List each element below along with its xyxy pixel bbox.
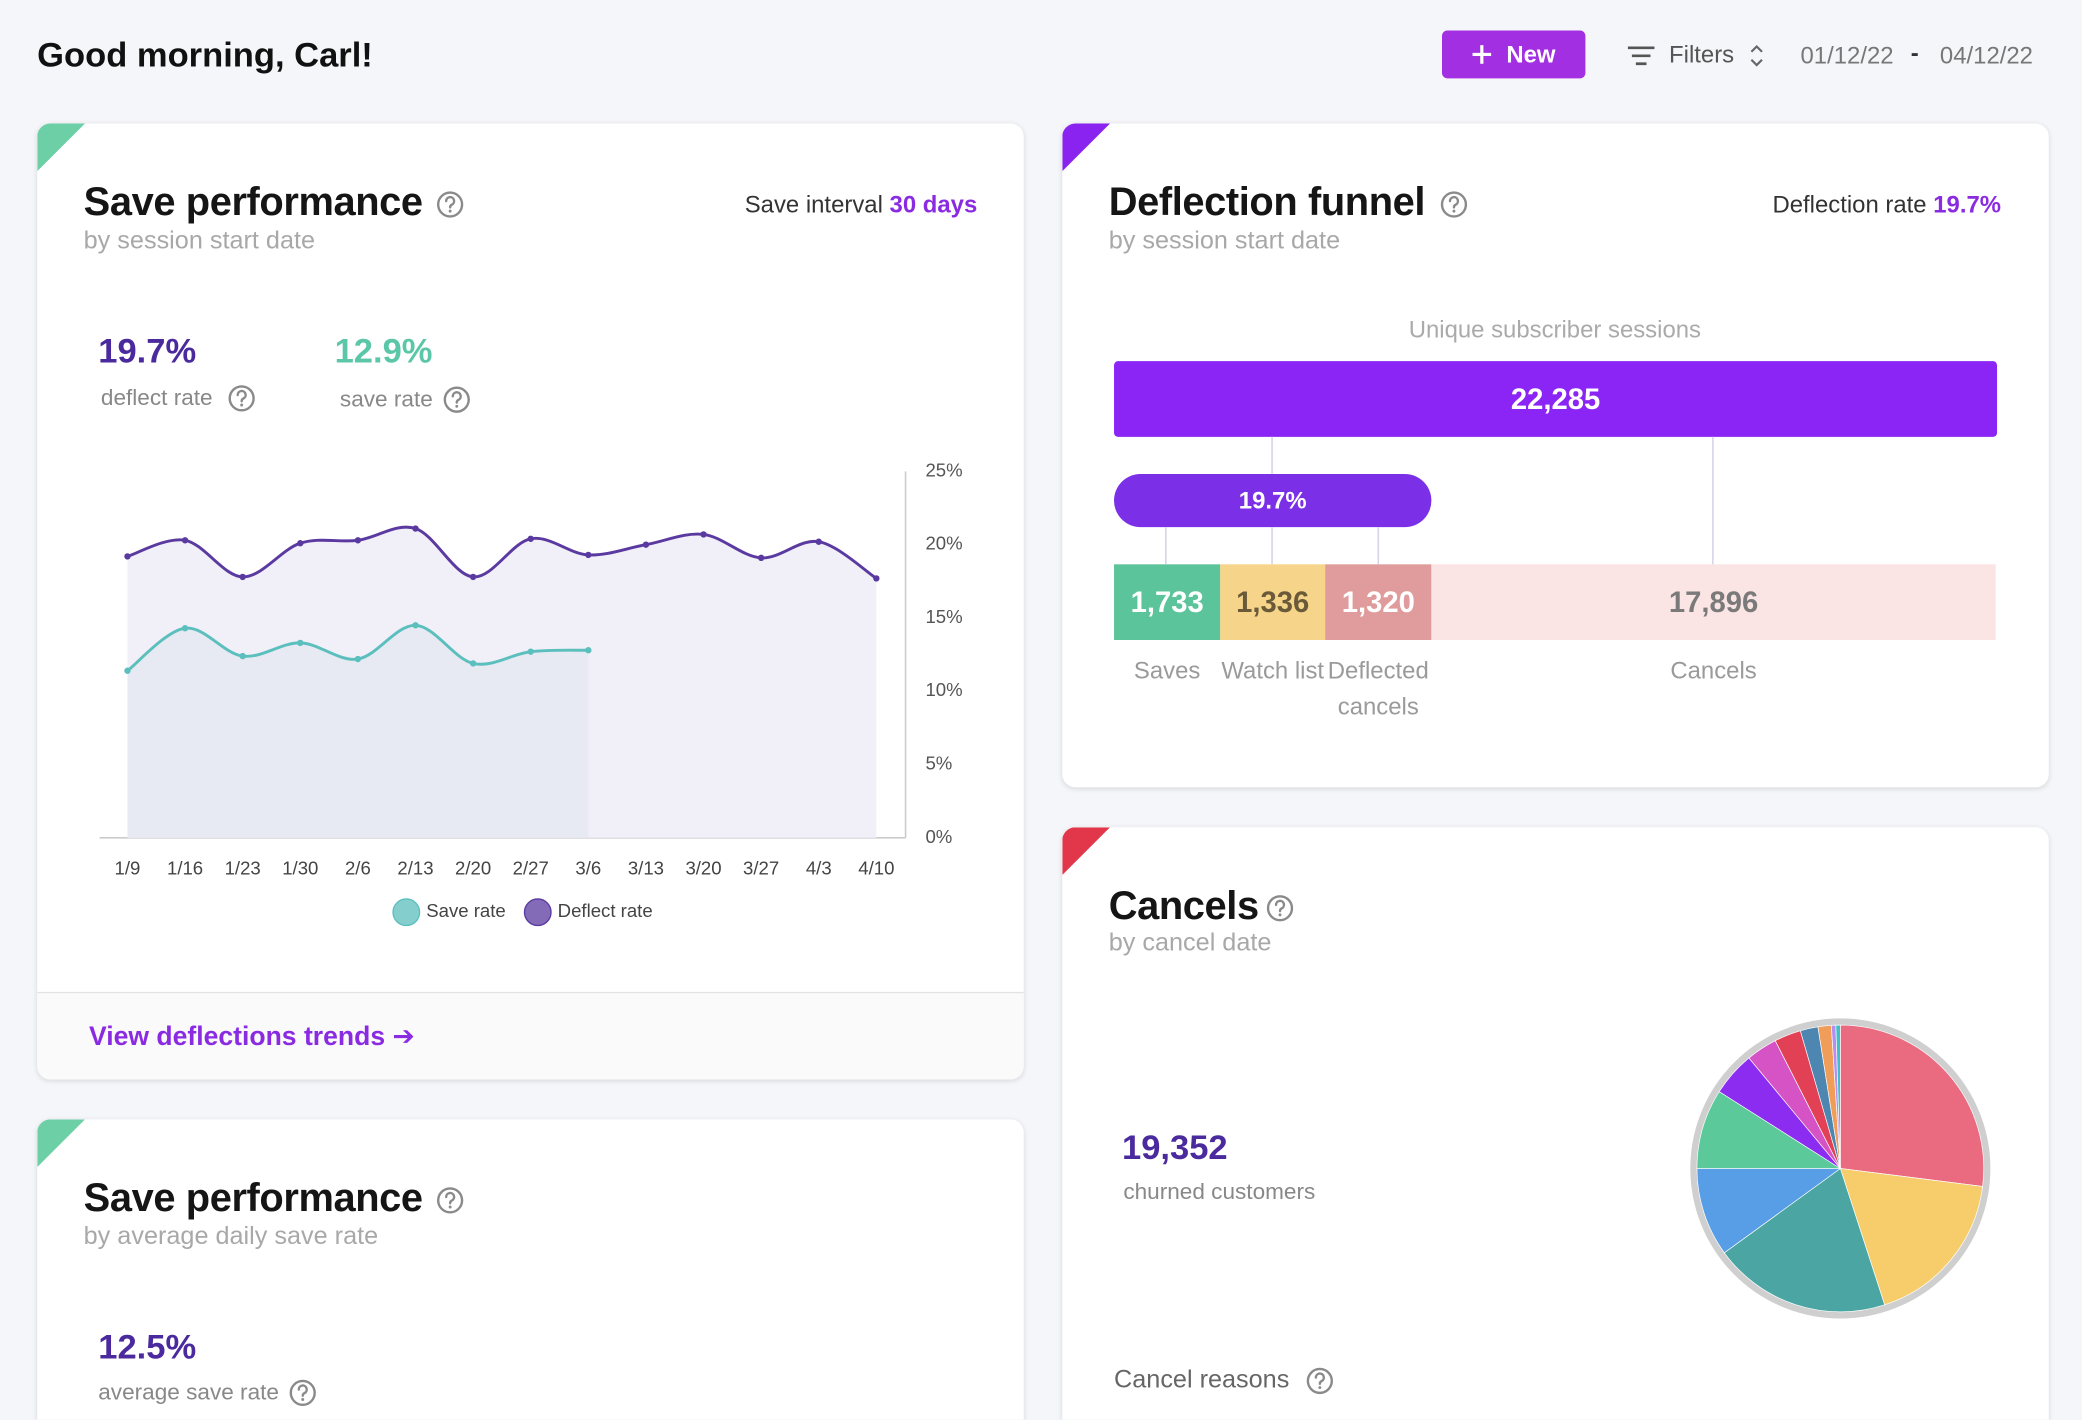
save-interval: Save interval 30 days <box>745 193 978 217</box>
card-corner <box>1062 827 1111 876</box>
date-to[interactable]: 04/12/22 <box>1939 42 2033 70</box>
help-icon[interactable] <box>436 190 465 219</box>
card-subtitle: by session start date <box>83 227 316 255</box>
stat-value: 19.7% <box>98 330 197 371</box>
funnel-segment: 1,733 <box>1114 564 1221 641</box>
trends-link[interactable]: View deflections trends ➔ <box>88 1022 415 1052</box>
card-subtitle: by cancel date <box>1108 929 1272 958</box>
help-icon[interactable] <box>227 384 256 413</box>
new-button[interactable]: New <box>1442 30 1586 79</box>
save-performance-daily-card <box>37 1119 1024 1420</box>
date-from[interactable]: 01/12/22 <box>1800 42 1894 70</box>
card-footer <box>37 991 1024 1080</box>
filter-icon <box>1627 46 1655 66</box>
funnel-segment: 1,336 <box>1220 564 1326 641</box>
interval-value[interactable]: 30 days <box>889 191 978 218</box>
new-label: New <box>1506 40 1556 68</box>
rate-label: Deflection rate <box>1772 191 1927 218</box>
date-separator: - <box>1910 39 1919 67</box>
card-title: Save performance <box>83 1176 423 1221</box>
rate-value: 19.7% <box>1933 191 2002 218</box>
card-title: Save performance <box>83 180 423 225</box>
card-title: Cancels <box>1108 884 1259 929</box>
deflection-pill: 19.7% <box>1114 474 1432 528</box>
stat-label: save rate <box>339 386 433 412</box>
funnel-segment: 1,320 <box>1325 564 1432 641</box>
segment-label: Watch list <box>1221 657 1325 684</box>
card-corner <box>37 123 85 172</box>
stat-label: average save rate <box>98 1379 279 1405</box>
filters[interactable]: Filters <box>1669 41 1735 68</box>
save-performance-card <box>37 123 1024 1080</box>
interval-label: Save interval <box>744 191 883 218</box>
help-icon[interactable] <box>436 1186 465 1215</box>
funnel-total: 22,285 <box>1114 361 1998 437</box>
card-subtitle: by average daily save rate <box>83 1222 379 1251</box>
help-icon[interactable] <box>1305 1366 1334 1395</box>
plus-icon <box>1473 45 1492 64</box>
stat-label: deflect rate <box>100 385 213 411</box>
greeting: Good morning, Carl! <box>37 34 373 75</box>
stat-value: 19,352 <box>1121 1127 1228 1168</box>
deflection-funnel-card <box>1062 123 2049 788</box>
sort-icon <box>1750 44 1763 67</box>
stat-label: churned customers <box>1123 1179 1316 1205</box>
card-corner <box>1062 123 1111 172</box>
stat-value: 12.9% <box>334 330 433 371</box>
segment-label: Saves <box>1133 657 1201 684</box>
section-title: Cancel reasons <box>1114 1366 1290 1395</box>
card-subtitle: by session start date <box>1108 227 1341 255</box>
help-icon[interactable] <box>288 1378 317 1407</box>
funnel-segment: 17,896 <box>1431 564 1996 641</box>
card-title: Deflection funnel <box>1108 180 1426 225</box>
help-icon[interactable] <box>442 385 471 414</box>
segment-label: Cancels <box>1670 657 1757 684</box>
help-icon[interactable] <box>1439 190 1468 219</box>
segment-label: Deflected cancels <box>1327 657 1429 720</box>
stat-value: 12.5% <box>98 1326 197 1367</box>
deflection-rate: Deflection rate 19.7% <box>1772 193 2001 217</box>
card-corner <box>37 1119 85 1168</box>
help-icon[interactable] <box>1265 894 1294 923</box>
funnel-caption: Unique subscriber sessions <box>1408 316 1701 343</box>
